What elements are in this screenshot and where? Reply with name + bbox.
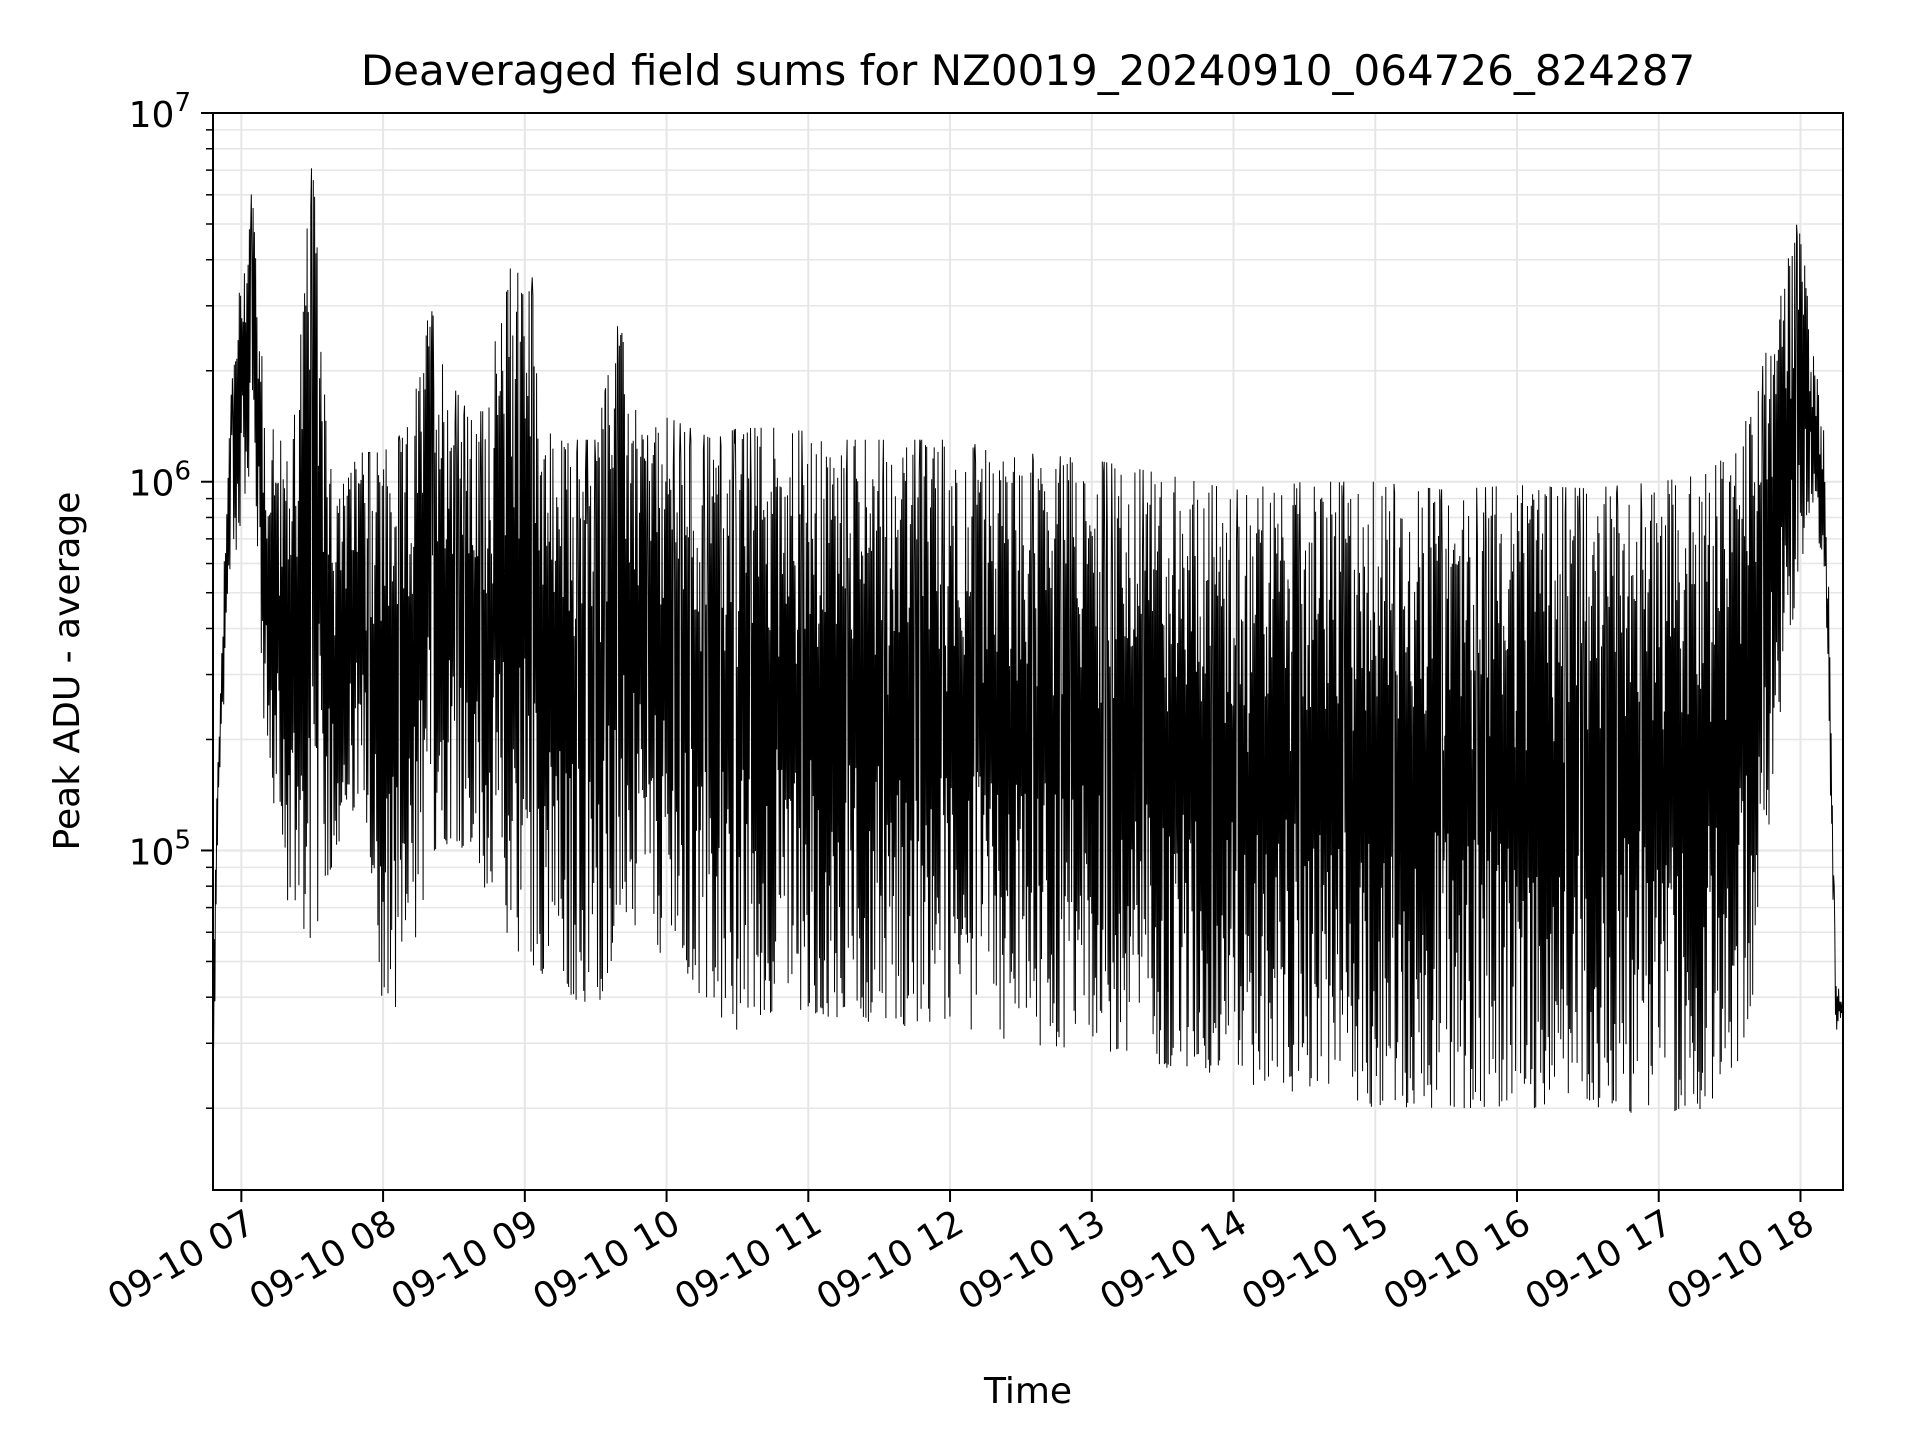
chart-title: Deaveraged field sums for NZ0019_2024091… [361,46,1695,95]
x-axis-label: Time [983,1371,1072,1412]
y-tick-label: 105 [129,825,191,873]
y-axis-label: Peak ADU - average [47,492,88,851]
y-tick-label: 106 [129,457,191,505]
y-tick-base: 10 [129,464,175,505]
plot-area [212,168,1844,1113]
y-tick-exponent: 7 [174,88,191,118]
y-tick-label: 107 [129,88,191,136]
y-tick-base: 10 [129,95,175,136]
y-tick-exponent: 6 [174,457,191,487]
y-tick-base: 10 [129,832,175,873]
axes-frame [212,112,1844,1191]
series-line [212,168,1844,1113]
y-tick-exponent: 5 [174,825,191,855]
